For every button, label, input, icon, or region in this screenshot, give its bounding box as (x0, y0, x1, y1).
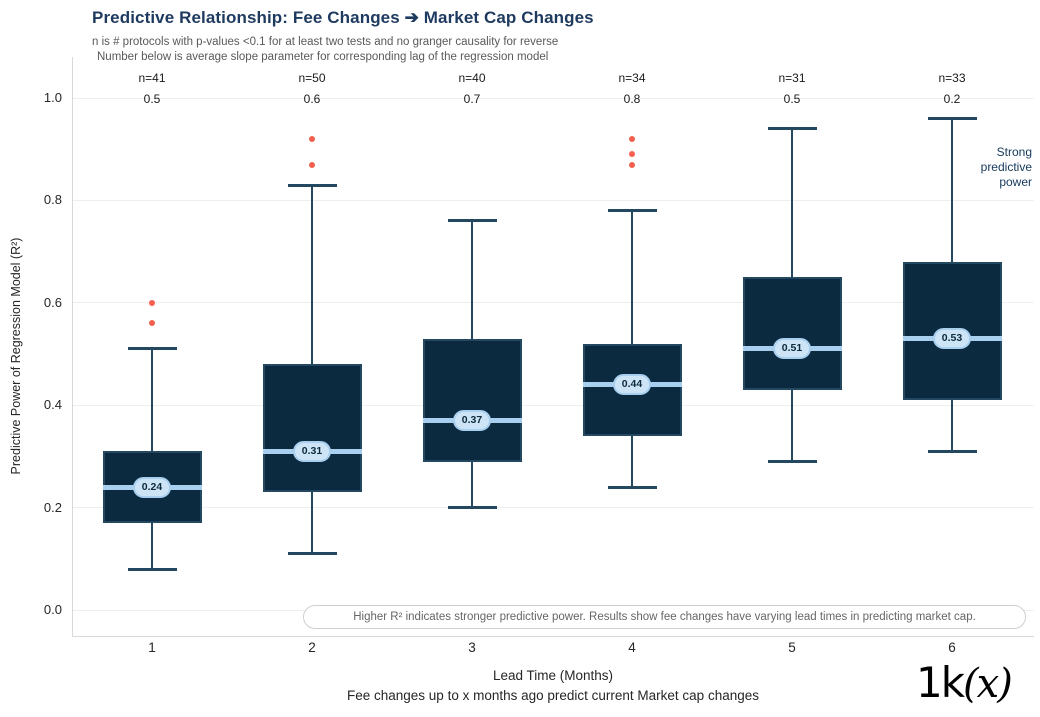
whisker-cap-low (127, 567, 177, 571)
box-iqr-rect (742, 277, 842, 390)
gridline (73, 199, 1034, 201)
x-tick-label: 1 (148, 640, 156, 655)
box-slope-label: 0.8 (623, 92, 641, 106)
chart-title: Predictive Relationship: Fee Changes ➔ M… (92, 8, 594, 27)
outlier-point (309, 161, 315, 168)
whisker-cap-low (287, 552, 337, 556)
median-value-pill: 0.31 (293, 440, 331, 462)
outlier-point (629, 161, 635, 168)
box-slope-label: 0.5 (143, 92, 161, 106)
x-tick-label: 5 (788, 640, 796, 655)
annotation-line: predictive (980, 160, 1032, 174)
annotation-line: power (999, 175, 1032, 189)
box-slope-label: 0.6 (303, 92, 321, 106)
whisker-cap-high (447, 219, 497, 223)
box-n-label: n=34 (618, 71, 646, 85)
footnote-pill: Higher R² indicates stronger predictive … (303, 605, 1026, 629)
gridline (73, 404, 1034, 406)
box-n-label: n=33 (938, 71, 966, 85)
gridline (73, 507, 1034, 509)
x-tick-label: 2 (308, 640, 316, 655)
box-slope-label: 0.5 (783, 92, 801, 106)
outlier-point (629, 151, 635, 158)
gridline (73, 302, 1034, 304)
outlier-point (149, 320, 155, 327)
y-tick-label: 0.8 (43, 192, 62, 208)
y-tick-label: 1.0 (43, 90, 62, 105)
x-tick-label: 3 (468, 640, 476, 655)
y-tick-label: 0.6 (43, 294, 62, 310)
y-tick-label: 0.0 (43, 602, 62, 617)
box-iqr-rect (262, 364, 362, 493)
gridline (73, 97, 1034, 99)
outlier-point (309, 135, 315, 142)
x-axis-subtitle: Fee changes up to x months ago predict c… (347, 688, 759, 703)
outlier-point (629, 135, 635, 142)
whisker-cap-high (127, 347, 177, 351)
x-tick-label: 4 (628, 640, 636, 655)
y-axis-line (72, 57, 73, 636)
y-tick-label: 0.2 (43, 499, 62, 515)
whisker-cap-high (607, 209, 657, 213)
whisker-cap-low (767, 460, 817, 464)
median-value-pill: 0.24 (133, 476, 171, 498)
whisker-cap-low (447, 506, 497, 510)
median-value-pill: 0.53 (933, 328, 971, 350)
annotation-line: Strong (996, 145, 1032, 159)
logo-text-x: (x) (963, 661, 1013, 707)
box-n-label: n=31 (778, 71, 806, 85)
whisker-cap-high (767, 127, 817, 131)
chart-subtitle-line2: Number below is average slope parameter … (97, 51, 549, 63)
x-tick-label: 6 (948, 640, 956, 655)
box-n-label: n=50 (298, 71, 326, 85)
box-n-label: n=40 (458, 71, 486, 85)
median-value-pill: 0.44 (613, 374, 651, 396)
box-slope-label: 0.2 (943, 92, 961, 106)
whisker-cap-low (927, 449, 977, 453)
box-n-label: n=41 (138, 71, 166, 85)
box-iqr-rect (422, 338, 522, 462)
box-slope-label: 0.7 (463, 92, 481, 106)
whisker-cap-high (927, 116, 977, 120)
x-axis-line (72, 636, 1034, 637)
median-value-pill: 0.51 (773, 338, 811, 360)
strong-predictive-power-annotation: Strong predictive power (981, 145, 1032, 190)
logo-text-1k: 1k (916, 658, 965, 707)
x-axis-title: Lead Time (Months) (492, 668, 614, 683)
median-value-pill: 0.37 (453, 410, 491, 432)
y-tick-label: 0.4 (43, 397, 62, 413)
whisker-cap-low (607, 485, 657, 489)
chart-subtitle-line1: n is # protocols with p-values <0.1 for … (92, 36, 559, 48)
outlier-point (149, 299, 155, 306)
whisker-cap-high (287, 183, 337, 187)
1kx-logo: 1k(x) (916, 658, 1013, 707)
